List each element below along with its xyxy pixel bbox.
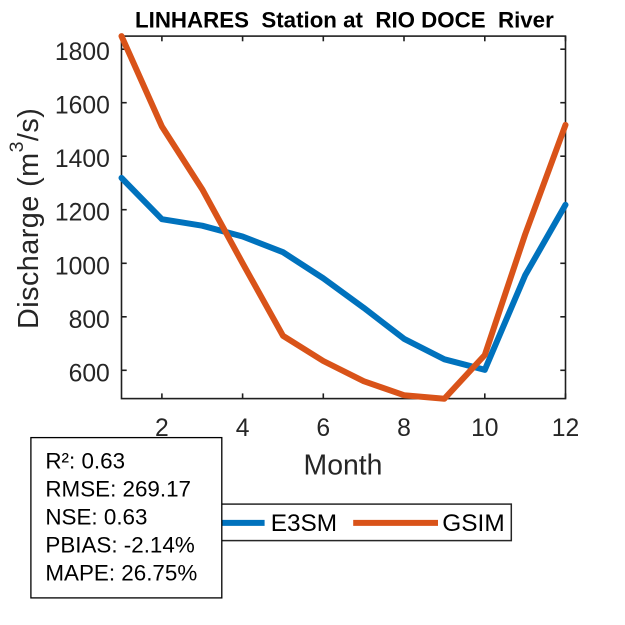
svg-text:Month: Month — [304, 450, 383, 482]
svg-text:1800: 1800 — [55, 39, 110, 66]
svg-text:NSE: 0.63: NSE: 0.63 — [45, 504, 147, 529]
svg-text:RMSE: 269.17: RMSE: 269.17 — [45, 476, 191, 501]
svg-text:6: 6 — [316, 415, 330, 442]
svg-text:800: 800 — [69, 307, 110, 334]
svg-text:E3SM: E3SM — [271, 510, 337, 537]
svg-text:R²: 0.63: R²: 0.63 — [45, 448, 125, 473]
svg-text:1200: 1200 — [55, 200, 110, 227]
svg-text:12: 12 — [552, 415, 579, 442]
svg-text:4: 4 — [236, 415, 250, 442]
svg-text:Discharge (m3/s): Discharge (m3/s) — [6, 108, 45, 329]
svg-text:1400: 1400 — [55, 146, 110, 173]
svg-text:10: 10 — [471, 415, 498, 442]
svg-text:MAPE: 26.75%: MAPE: 26.75% — [45, 560, 197, 585]
svg-text:8: 8 — [397, 415, 411, 442]
svg-text:1600: 1600 — [55, 93, 110, 120]
svg-text:600: 600 — [69, 360, 110, 387]
svg-text:PBIAS: -2.14%: PBIAS: -2.14% — [45, 532, 194, 557]
svg-text:LINHARES Station at RIO DOCE: LINHARES Station at RIO DOCE River — [135, 7, 554, 32]
svg-text:GSIM: GSIM — [442, 510, 504, 537]
svg-text:2: 2 — [155, 415, 169, 442]
svg-text:1000: 1000 — [55, 253, 110, 280]
